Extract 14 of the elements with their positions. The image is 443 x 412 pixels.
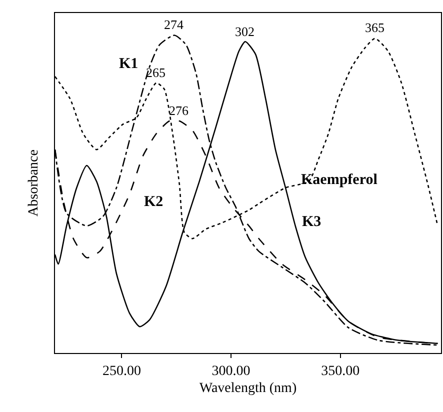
x-axis-title: Wavelength (nm) bbox=[199, 381, 297, 396]
x-tick-label: 350.00 bbox=[321, 364, 360, 379]
annotation: 274 bbox=[164, 17, 184, 32]
y-axis-title: Absorbance bbox=[26, 150, 42, 216]
annotation: 265 bbox=[146, 65, 166, 80]
annotation: 276 bbox=[169, 103, 189, 118]
series-label: Kaempferol bbox=[301, 172, 378, 188]
x-tick-label: 250.00 bbox=[102, 364, 141, 379]
series-label: K3 bbox=[302, 214, 322, 230]
annotation: 365 bbox=[365, 20, 384, 35]
series-label: K1 bbox=[119, 56, 138, 72]
x-tick-label: 300.00 bbox=[212, 364, 250, 379]
series-label: K2 bbox=[144, 194, 164, 210]
annotation: 302 bbox=[235, 24, 254, 39]
